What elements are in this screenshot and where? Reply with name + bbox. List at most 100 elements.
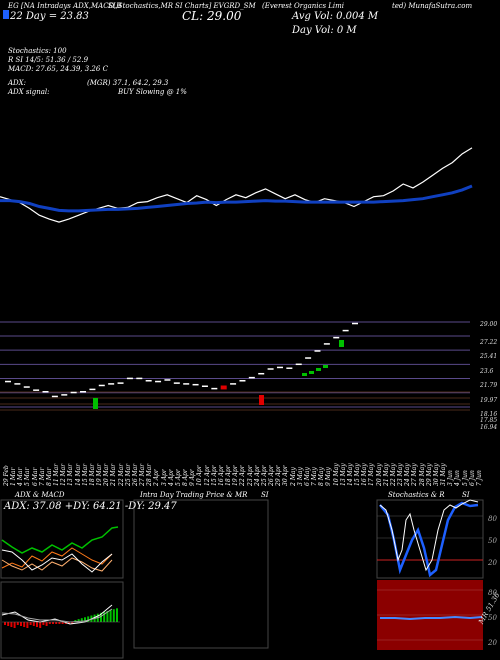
macd-bar: [39, 622, 42, 628]
macd-bar: [26, 622, 29, 628]
candle: [70, 391, 77, 394]
date-label: 21 Mar: [110, 463, 118, 486]
stoch-panel-title: Stochastics & R: [388, 491, 445, 499]
header-line-1b: SI,Stochastics,MR: [108, 2, 174, 10]
macd-bar: [109, 610, 112, 622]
date-label: 10 Apr: [196, 465, 204, 486]
date-label: 21 May: [382, 463, 390, 486]
macd-panel-frame: [0, 581, 124, 659]
candle: [201, 385, 208, 388]
candle: [258, 372, 265, 375]
header-line-1d: (Everest Organics Limi: [262, 2, 345, 10]
stoch-panel-title2: SI: [462, 491, 470, 499]
mrsi-panel-frame: [133, 499, 269, 649]
adx-panel-title: ADX & MACD: [15, 491, 65, 499]
price-axis-label: 21.79: [480, 382, 498, 389]
candle: [267, 368, 274, 370]
candle: [136, 377, 143, 380]
macd-bar: [68, 622, 70, 624]
rsi-axis-50: 50: [488, 614, 497, 622]
candle: [239, 380, 246, 382]
price-axis-label: 23.6: [480, 368, 494, 375]
candle: [108, 383, 115, 385]
candle: [164, 379, 171, 381]
macd-bar: [4, 622, 6, 625]
price-axis-label: 25.41: [480, 353, 498, 360]
adx-text: ADX:: [8, 79, 27, 87]
candle: [323, 343, 330, 345]
candle: [23, 386, 30, 388]
macd-bar: [77, 619, 80, 622]
date-label: 23 Apr: [246, 465, 254, 486]
adx-panel-frame: [0, 499, 124, 579]
date-label: 15 Apr: [210, 465, 218, 486]
macd-bar: [112, 609, 115, 622]
date-label: 6 May: [303, 467, 311, 486]
header-close: CL: 29.00: [182, 9, 242, 23]
date-label: 6 Mar: [31, 467, 39, 486]
date-label: 7 Jun: [475, 470, 483, 486]
macd-bar: [16, 622, 19, 625]
minus-di-line: [1, 557, 113, 572]
candle: [230, 383, 237, 385]
date-label: 4 Jun: [454, 470, 462, 486]
date-label: 29 May: [425, 463, 433, 486]
header-line-1: EG [NA Intradays ADX,MACD,B: [8, 2, 122, 10]
candle: [339, 340, 344, 347]
date-label: 14 Mar: [74, 463, 82, 486]
macd-bar: [7, 622, 10, 626]
candle: [295, 363, 302, 366]
candle: [89, 388, 96, 391]
macd-bar: [61, 622, 64, 624]
candle: [80, 390, 87, 393]
candle: [342, 329, 349, 332]
date-label: 28 May: [418, 463, 426, 486]
macd-bar: [116, 608, 118, 622]
price-axis-label: 19.97: [480, 397, 498, 404]
date-label: 14 May: [346, 463, 354, 486]
candle: [61, 394, 68, 396]
candle: [259, 395, 264, 405]
date-label: 12 Apr: [203, 465, 211, 486]
macd-bar: [45, 622, 48, 626]
stoch-k-line: [379, 499, 479, 572]
macd-text: MACD: 27.65, 24.39, 3.26 C: [8, 65, 108, 73]
macd-bar: [10, 622, 13, 627]
candle: [192, 383, 199, 386]
macd-bar: [87, 616, 90, 622]
header-avg-vol: Avg Vol: 0.004 M: [292, 11, 379, 22]
candle: [305, 357, 312, 359]
candle: [352, 322, 358, 325]
ma-line: [0, 184, 473, 213]
date-label: 30 May: [432, 463, 440, 486]
candle: [98, 384, 105, 387]
macd-bar: [58, 622, 61, 624]
rsi-text: R SI 14/5: 51.36 / 52.9: [8, 56, 89, 64]
date-label: 22 Apr: [239, 465, 247, 486]
macd-bar: [48, 622, 51, 624]
candle: [126, 377, 133, 380]
rsi-axis-80: 80: [488, 589, 497, 597]
macd-bar: [71, 622, 74, 624]
signal-line: [1, 608, 113, 623]
macd-bar: [106, 611, 109, 622]
mrsi-panel-title: Intra Day Trading Price & MR: [140, 491, 248, 499]
date-label: 22 May: [389, 463, 397, 486]
stoch-axis-20: 20: [488, 559, 497, 567]
stoch-axis-50: 50: [488, 537, 497, 545]
candle: [14, 383, 21, 385]
date-label: 6 Jun: [468, 470, 476, 486]
adx-panel-values: ADX: 37.08 +DY: 64.21 -DY: 29.47: [4, 501, 177, 512]
macd-bar: [32, 622, 35, 626]
date-label: 10 May: [332, 463, 340, 486]
date-label: 13 May: [339, 463, 347, 486]
stochastics-text: Stochastics: 100: [8, 47, 67, 55]
date-label: 13 Mar: [67, 463, 75, 486]
date-label: 17 May: [368, 463, 376, 486]
rsi-line: [380, 615, 483, 621]
date-label: 25 Mar: [124, 463, 132, 486]
price-axis-label: 16.94: [480, 424, 498, 431]
date-label: 25 Apr: [260, 465, 268, 486]
price-axis-label: 29.00: [480, 321, 498, 328]
